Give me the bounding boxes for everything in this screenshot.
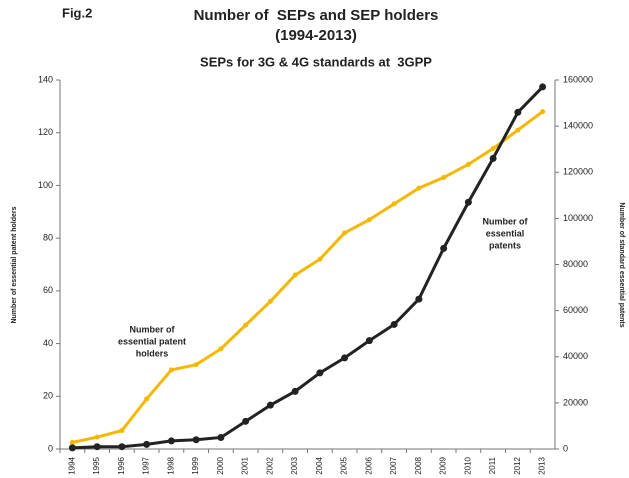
x-tick-label: 2003: [290, 456, 299, 474]
y2-tick-label: 160000: [563, 74, 593, 84]
point: [94, 434, 100, 440]
point: [342, 230, 348, 236]
y2-tick-label: 60000: [563, 305, 588, 315]
point: [465, 161, 471, 167]
point: [266, 401, 274, 409]
point: [390, 320, 398, 328]
x-tick-label: 2010: [463, 456, 472, 474]
point: [539, 83, 547, 91]
y2-tick-label: 40000: [563, 351, 588, 361]
x-tick-label: 2006: [364, 456, 373, 474]
point: [365, 337, 373, 345]
point: [218, 346, 224, 352]
y2-tick-label: 0: [563, 443, 568, 453]
point: [391, 201, 397, 207]
annotation: Number of: [130, 324, 176, 334]
x-tick-label: 2005: [340, 456, 349, 474]
series-line: [72, 110, 544, 444]
point: [68, 444, 76, 452]
x-tick-label: 2012: [513, 456, 522, 474]
y2-tick-label: 80000: [563, 259, 588, 269]
point: [69, 439, 75, 445]
y-axis-label: Number of essential patent holders: [11, 206, 18, 323]
point: [243, 322, 249, 328]
y-tick-label: 20: [43, 391, 53, 401]
annotation: patents: [489, 240, 521, 250]
y-tick-label: 140: [38, 74, 53, 84]
y2-tick-label: 140000: [563, 121, 593, 131]
annotation: essential patent: [118, 336, 186, 346]
x-tick-label: 1999: [191, 456, 200, 474]
point: [317, 256, 323, 262]
point: [217, 433, 225, 441]
x-tick-label: 1996: [117, 456, 126, 474]
x-tick-label: 2002: [265, 456, 274, 474]
point: [316, 369, 324, 377]
chart-title: (1994-2013): [275, 27, 357, 44]
y-tick-label: 120: [38, 127, 53, 137]
y2-tick-label: 100000: [563, 213, 593, 223]
point: [193, 362, 199, 368]
point: [167, 437, 175, 445]
point: [440, 244, 448, 252]
point: [168, 367, 174, 373]
x-tick-label: 1995: [92, 456, 101, 474]
point: [540, 109, 546, 115]
x-tick-label: 2007: [389, 456, 398, 474]
point: [267, 298, 273, 304]
point: [119, 428, 125, 434]
point: [416, 185, 422, 191]
y-tick-label: 60: [43, 285, 53, 295]
point: [242, 417, 250, 425]
point: [464, 198, 472, 206]
annotation: essential: [486, 228, 525, 238]
point: [415, 295, 423, 303]
annotation: Number of: [483, 216, 529, 226]
x-tick-label: 2000: [216, 456, 225, 474]
point: [514, 108, 522, 116]
y-tick-label: 100: [38, 180, 53, 190]
chart-title: Number of SEPs and SEP holders: [194, 7, 439, 24]
y2-tick-label: 120000: [563, 167, 593, 177]
point: [489, 154, 497, 162]
point: [118, 443, 126, 451]
point: [441, 175, 447, 181]
point: [93, 443, 101, 451]
point: [490, 146, 496, 152]
x-tick-label: 2008: [414, 456, 423, 474]
x-tick-label: 2011: [488, 456, 497, 474]
point: [515, 127, 521, 133]
point: [291, 387, 299, 395]
point: [341, 354, 349, 362]
point: [192, 436, 200, 444]
x-tick-label: 2004: [315, 456, 324, 474]
x-tick-label: 2001: [241, 456, 250, 474]
point: [366, 217, 372, 223]
figure-label: Fig.2: [62, 5, 92, 20]
x-tick-label: 2009: [439, 456, 448, 474]
point: [143, 440, 151, 448]
x-tick-label: 1997: [142, 456, 151, 474]
x-tick-label: 2013: [538, 456, 547, 474]
series-line: [72, 85, 544, 450]
y-tick-label: 0: [48, 443, 53, 453]
y-tick-label: 80: [43, 233, 53, 243]
chart-subtitle: SEPs for 3G & 4G standards at 3GPP: [200, 54, 432, 69]
point: [292, 272, 298, 278]
x-tick-label: 1994: [67, 456, 76, 474]
point: [144, 396, 150, 402]
x-tick-label: 1998: [166, 456, 175, 474]
y-tick-label: 40: [43, 338, 53, 348]
annotation: holders: [136, 348, 169, 358]
y2-tick-label: 20000: [563, 397, 588, 407]
y2-axis-label: Number of standard essential patents: [618, 202, 625, 327]
